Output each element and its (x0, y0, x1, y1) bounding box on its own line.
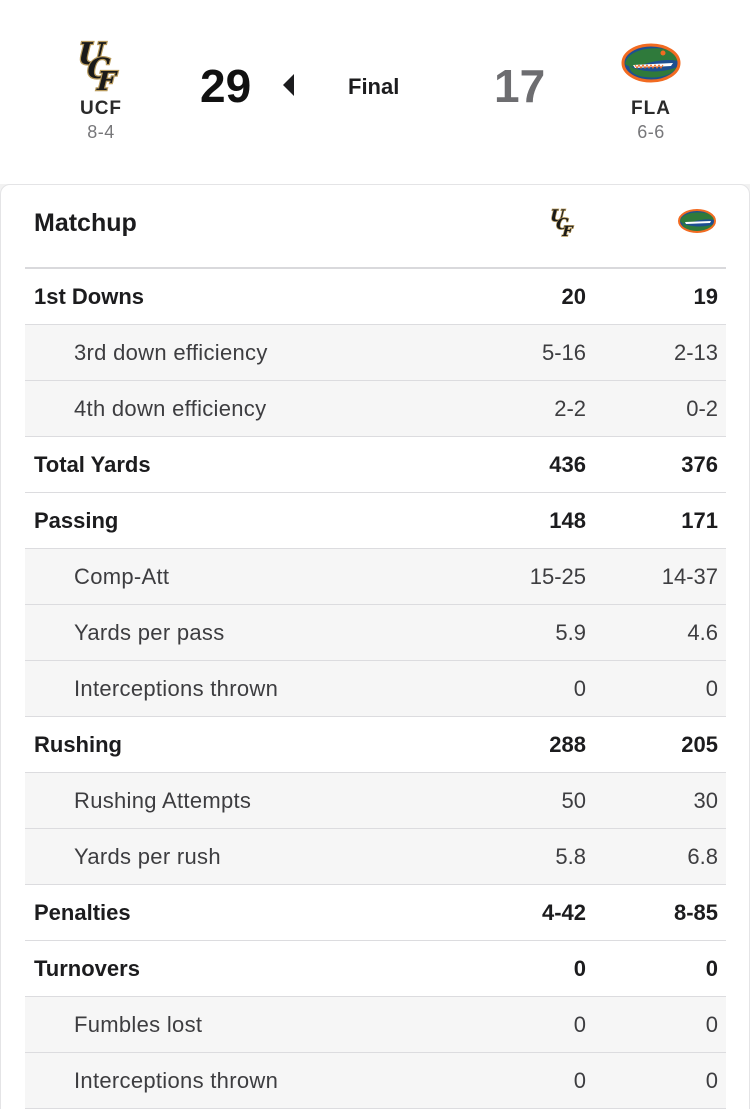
florida-gator-mini-logo-icon (678, 209, 716, 233)
stat-away-value: 19 (693, 284, 718, 309)
stat-row: Rushing Attempts 50 30 (25, 773, 726, 829)
home-team-abbr: UCF (79, 98, 123, 119)
stat-label: 3rd down efficiency (74, 340, 268, 365)
stat-row: Yards per rush 5.8 6.8 (25, 829, 726, 885)
stat-label: Fumbles lost (74, 1012, 203, 1037)
stat-away-value: 205 (681, 732, 718, 757)
stat-home-value: 15-25 (529, 564, 586, 589)
stat-row: Turnovers 0 0 (25, 941, 726, 997)
stat-home-value: 20 (561, 284, 586, 309)
matchup-title: Matchup (34, 209, 137, 237)
scoreboard-header: U C F UCF 8-4 29 Final 17 FLA 6-6 (0, 0, 750, 184)
stat-row: Interceptions thrown 0 0 (25, 1053, 726, 1109)
stat-label: Interceptions thrown (74, 1068, 279, 1093)
stat-away-value: 30 (693, 788, 718, 813)
home-score: 29 (200, 60, 252, 112)
ucf-mini-logo-icon: U C F (547, 206, 575, 237)
stat-home-value: 5-16 (541, 340, 586, 365)
stat-label: Rushing Attempts (74, 788, 252, 813)
home-team[interactable]: U C F UCF 8-4 (41, 34, 161, 143)
away-score: 17 (494, 60, 546, 112)
game-status: Final (348, 74, 400, 99)
stat-label: Passing (34, 508, 119, 533)
stat-label: Turnovers (34, 956, 140, 981)
stat-home-value: 50 (561, 788, 586, 813)
stat-home-value: 2-2 (554, 396, 586, 421)
stat-away-value: 171 (681, 508, 718, 533)
stat-row: 1st Downs 20 19 (25, 269, 726, 325)
stat-label: Yards per rush (74, 844, 221, 869)
stat-home-value: 288 (549, 732, 586, 757)
matchup-card: Matchup U C F 1st Downs 20 19 3rd down effi… (0, 184, 750, 1109)
stat-row: 4th down efficiency 2-2 0-2 (25, 381, 726, 437)
stat-label: Penalties (34, 900, 131, 925)
stat-away-value: 6.8 (687, 844, 718, 869)
stat-away-value: 376 (681, 452, 718, 477)
stat-label: Total Yards (34, 452, 151, 477)
stat-home-value: 148 (549, 508, 586, 533)
florida-gator-logo-icon (621, 43, 681, 83)
stat-home-value: 0 (573, 956, 586, 981)
stat-away-value: 0 (705, 676, 718, 701)
svg-text:C: C (554, 215, 570, 233)
stat-label: Yards per pass (74, 620, 225, 645)
stat-label: Interceptions thrown (74, 676, 279, 701)
stat-away-value: 0-2 (686, 396, 718, 421)
stat-home-value: 0 (573, 1068, 586, 1093)
away-team-record: 6-6 (637, 122, 665, 142)
stat-home-value: 0 (573, 1012, 586, 1037)
home-team-record: 8-4 (87, 122, 115, 142)
away-team[interactable]: FLA 6-6 (591, 34, 711, 143)
stat-row: Penalties 4-42 8-85 (25, 885, 726, 941)
stat-row: Interceptions thrown 0 0 (25, 661, 726, 717)
away-team-abbr: FLA (631, 98, 671, 119)
left-arrow-icon (283, 74, 294, 96)
stat-label: Comp-Att (74, 564, 170, 589)
stat-label: 4th down efficiency (74, 396, 267, 421)
stat-row: Total Yards 436 376 (25, 437, 726, 493)
stat-away-value: 0 (705, 956, 718, 981)
stat-home-value: 5.9 (555, 620, 586, 645)
svg-text:U: U (548, 206, 567, 225)
stat-label: 1st Downs (34, 284, 145, 309)
stat-row: Fumbles lost 0 0 (25, 997, 726, 1053)
stat-away-value: 0 (705, 1068, 718, 1093)
stat-row: Comp-Att 15-25 14-37 (25, 549, 726, 605)
stat-away-value: 8-85 (673, 900, 718, 925)
stat-home-value: 0 (573, 676, 586, 701)
stat-home-value: 5.8 (555, 844, 586, 869)
stat-away-value: 2-13 (673, 340, 718, 365)
stat-home-value: 4-42 (541, 900, 586, 925)
stat-home-value: 436 (549, 452, 586, 477)
stat-row: 3rd down efficiency 5-16 2-13 (25, 325, 726, 381)
stat-row: Passing 148 171 (25, 493, 726, 549)
stats-table: 1st Downs 20 19 3rd down efficiency 5-16 2-13… (25, 269, 726, 1109)
stat-row: Yards per pass 5.9 4.6 (25, 605, 726, 661)
stat-away-value: 14-37 (661, 564, 718, 589)
svg-text:F: F (560, 224, 574, 237)
stat-row: Rushing 288 205 (25, 717, 726, 773)
ucf-logo-icon: U C F (72, 35, 120, 92)
stat-away-value: 4.6 (687, 620, 718, 645)
stat-label: Rushing (34, 732, 122, 757)
stat-away-value: 0 (705, 1012, 718, 1037)
matchup-header: Matchup U C F (25, 185, 726, 269)
